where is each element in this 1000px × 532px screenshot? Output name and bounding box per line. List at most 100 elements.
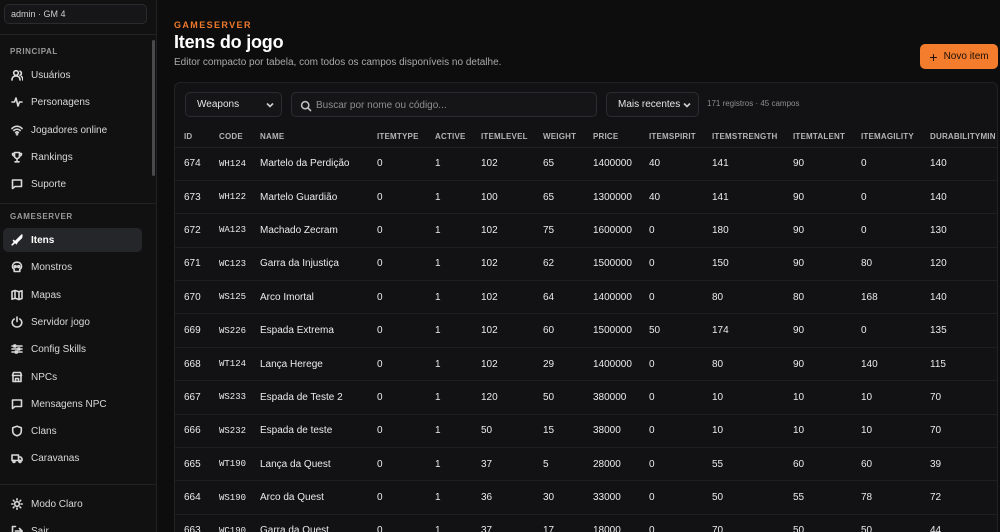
column-header-itemtalent[interactable]: ITEMTALENT xyxy=(784,126,852,148)
sidebar-item-mapas[interactable]: Mapas xyxy=(3,283,142,307)
new-item-label: Novo item xyxy=(943,51,989,62)
search-input[interactable] xyxy=(316,96,586,114)
sidebar-item-usuarios[interactable]: Usuários xyxy=(3,63,142,87)
cell-weight: 64 xyxy=(534,280,584,315)
cell-active: 1 xyxy=(426,414,472,449)
column-header-itemtype[interactable]: ITEMTYPE xyxy=(368,126,426,148)
cell-price: 18000 xyxy=(584,514,640,532)
cell-itemtype: 0 xyxy=(368,380,426,415)
cell-itemagility: 60 xyxy=(852,447,921,482)
logout-icon xyxy=(11,525,23,532)
cell-id: 663 xyxy=(175,514,210,532)
cell-itemlevel: 50 xyxy=(472,414,534,449)
cell-itemtype: 0 xyxy=(368,247,426,282)
cell-price: 1400000 xyxy=(584,147,640,181)
cell-price: 1300000 xyxy=(584,180,640,215)
cell-price: 1400000 xyxy=(584,347,640,382)
cell-name: Lança da Quest xyxy=(251,447,368,482)
sidebar-item-npcs[interactable]: NPCs xyxy=(3,365,142,389)
cell-weight: 15 xyxy=(534,414,584,449)
table-row[interactable]: 666 WS232 Espada de teste 0 1 50 15 38000 0 10 10 1… xyxy=(175,414,997,449)
cell-itemagility: 78 xyxy=(852,480,921,515)
table-row[interactable]: 672 WA123 Machado Zecram 0 1 102 75 1600000 0 180… xyxy=(175,213,997,248)
table-header: ID CODE NAME ITEMTYPE ACTIVE ITEMLEVEL WEIGHT P… xyxy=(175,126,997,148)
sidebar-item-mensagens-npc[interactable]: Mensagens NPC xyxy=(3,392,142,416)
search-box[interactable] xyxy=(291,92,597,117)
cell-code: WS125 xyxy=(210,280,251,315)
cell-itemtype: 0 xyxy=(368,347,426,382)
sidebar-item-clans[interactable]: Clans xyxy=(3,419,142,443)
record-counts: 171 registros · 45 campos xyxy=(707,99,800,108)
cell-durabilitymin: 135 xyxy=(921,313,997,348)
sidebar-item-label: Rankings xyxy=(31,151,73,163)
cell-weight: 29 xyxy=(534,347,584,382)
cell-itemtalent: 90 xyxy=(784,180,852,215)
sort-select[interactable]: Mais recentes xyxy=(606,92,699,117)
cell-itemlevel: 102 xyxy=(472,247,534,282)
cell-weight: 50 xyxy=(534,380,584,415)
new-item-button[interactable]: + Novo item xyxy=(920,44,998,69)
message-icon xyxy=(11,398,23,410)
cell-active: 1 xyxy=(426,347,472,382)
cell-durabilitymin: 140 xyxy=(921,147,997,181)
sidebar-item-suporte[interactable]: Suporte xyxy=(3,172,142,196)
table-row[interactable]: 673 WH122 Martelo Guardião 0 1 100 65 1300000 40… xyxy=(175,180,997,215)
column-header-itemspirit[interactable]: ITEMSPIRIT xyxy=(640,126,703,148)
column-header-itemlevel[interactable]: ITEMLEVEL xyxy=(472,126,534,148)
table-row[interactable]: 664 WS190 Arco da Quest 0 1 36 30 33000 0 50 55 78 7… xyxy=(175,480,997,515)
column-header-durabilitymin[interactable]: DURABILITYMIN xyxy=(921,126,997,148)
table-row[interactable]: 671 WC123 Garra da Injustiça 0 1 102 62 1500000… xyxy=(175,247,997,282)
sidebar-item-caravanas[interactable]: Caravanas xyxy=(3,446,142,470)
column-header-code[interactable]: CODE xyxy=(210,126,251,148)
column-header-itemagility[interactable]: ITEMAGILITY xyxy=(852,126,921,148)
table-row[interactable]: 674 WH124 Martelo da Perdição 0 1 102 65 140000… xyxy=(175,147,997,181)
items-table: ID CODE NAME ITEMTYPE ACTIVE ITEMLEVEL WEIGHT P… xyxy=(175,126,997,532)
power-icon xyxy=(11,316,23,328)
column-header-weight[interactable]: WEIGHT xyxy=(534,126,584,148)
column-header-id[interactable]: ID xyxy=(175,126,210,148)
cell-itemagility: 140 xyxy=(852,347,921,382)
table-row[interactable]: 665 WT190 Lança da Quest 0 1 37 5 28000 0 55 60 60 3… xyxy=(175,447,997,482)
cell-itemlevel: 102 xyxy=(472,347,534,382)
cell-name: Garra da Injustiça xyxy=(251,247,368,282)
cell-itemagility: 168 xyxy=(852,280,921,315)
cell-itemstrength: 180 xyxy=(703,213,784,248)
table-row[interactable]: 667 WS233 Espada de Teste 2 0 1 120 50 380000 0 1… xyxy=(175,380,997,415)
table-row[interactable]: 663 WC190 Garra da Quest 0 1 37 17 18000 0 70 50 50… xyxy=(175,514,997,532)
column-header-name[interactable]: NAME xyxy=(251,126,368,148)
column-header-price[interactable]: PRICE xyxy=(584,126,640,148)
cell-price: 1500000 xyxy=(584,313,640,348)
cell-active: 1 xyxy=(426,514,472,532)
sidebar-item-servidor-jogo[interactable]: Servidor jogo xyxy=(3,310,142,334)
cell-id: 670 xyxy=(175,280,210,315)
cell-weight: 30 xyxy=(534,480,584,515)
cell-itemspirit: 0 xyxy=(640,514,703,532)
cell-itemagility: 80 xyxy=(852,247,921,282)
cell-itemtype: 0 xyxy=(368,280,426,315)
table-row[interactable]: 668 WT124 Lança Herege 0 1 102 29 1400000 0 80 90 1… xyxy=(175,347,997,382)
sidebar-item-label: Monstros xyxy=(31,261,73,273)
column-header-itemstrength[interactable]: ITEMSTRENGTH xyxy=(703,126,784,148)
cell-price: 1400000 xyxy=(584,280,640,315)
cell-durabilitymin: 140 xyxy=(921,280,997,315)
user-chip[interactable]: admin · GM 4 xyxy=(4,4,147,24)
cell-itemagility: 0 xyxy=(852,213,921,248)
sidebar-item-config-skills[interactable]: Config Skills xyxy=(3,337,142,361)
column-header-active[interactable]: ACTIVE xyxy=(426,126,472,148)
cell-name: Espada de Teste 2 xyxy=(251,380,368,415)
sidebar-item-modo-claro[interactable]: Modo Claro xyxy=(3,492,142,516)
cell-code: WH124 xyxy=(210,147,251,181)
sidebar-item-rankings[interactable]: Rankings xyxy=(3,145,142,169)
store-icon xyxy=(11,371,23,383)
sidebar-item-personagens[interactable]: Personagens xyxy=(3,90,142,114)
sidebar-item-monstros[interactable]: Monstros xyxy=(3,255,142,279)
sidebar-item-itens[interactable]: Itens xyxy=(3,228,142,252)
table-row[interactable]: 669 WS226 Espada Extrema 0 1 102 60 1500000 50 17… xyxy=(175,313,997,348)
sidebar-item-sair[interactable]: Sair xyxy=(3,519,142,532)
cell-itemstrength: 70 xyxy=(703,514,784,532)
cell-itemlevel: 37 xyxy=(472,447,534,482)
sidebar-item-jogadores-online[interactable]: Jogadores online xyxy=(3,118,142,142)
table-row[interactable]: 670 WS125 Arco Imortal 0 1 102 64 1400000 0 80 80 1… xyxy=(175,280,997,315)
table-select[interactable]: Weapons xyxy=(185,92,282,117)
sidebar-scrollbar[interactable] xyxy=(152,40,155,176)
